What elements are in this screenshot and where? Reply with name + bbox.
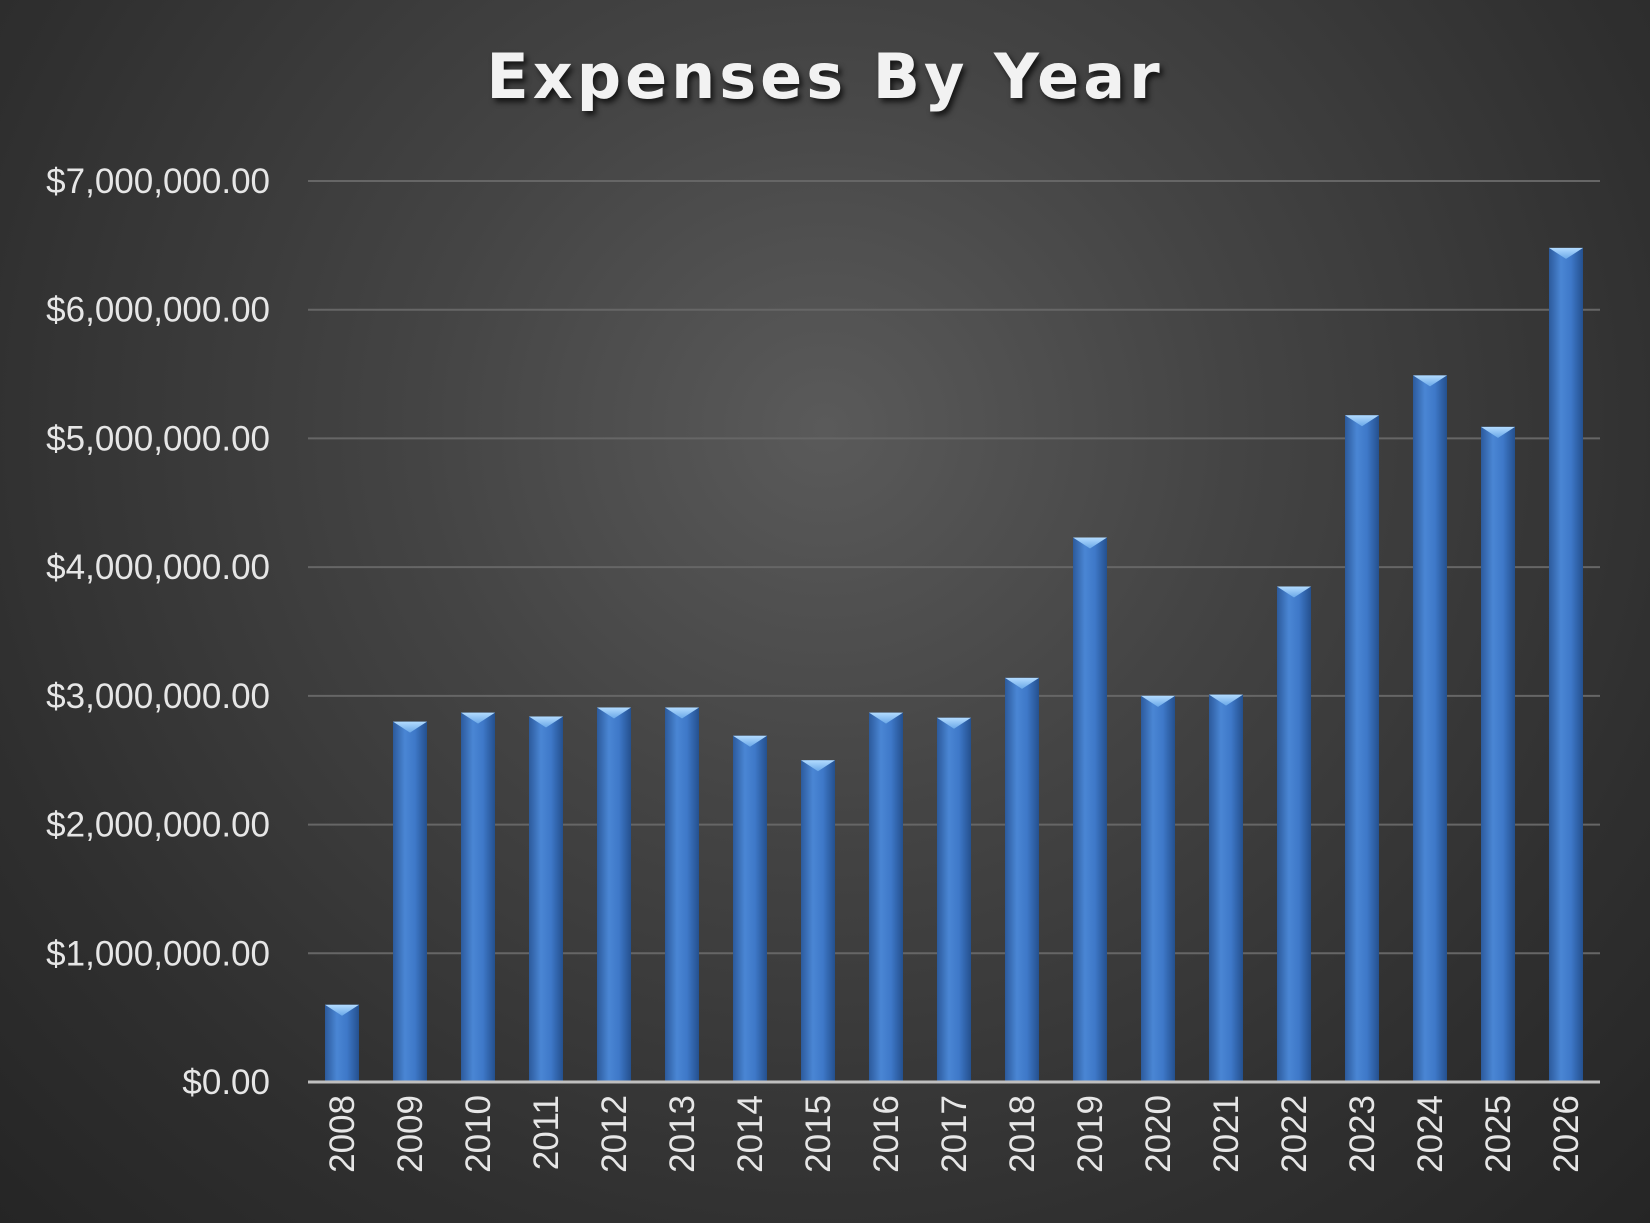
y-tick-label: $2,000,000.00: [46, 806, 270, 845]
bar-body: [869, 712, 903, 1082]
bar-2008: [325, 1004, 359, 1082]
bar-cap: [1549, 247, 1583, 259]
bar-body: [1073, 537, 1107, 1082]
bars: [325, 247, 1583, 1083]
bar-cap: [461, 712, 495, 724]
x-tick-label: 2022: [1275, 1095, 1314, 1173]
bar-body: [801, 760, 835, 1082]
x-tick-label: 2012: [595, 1095, 634, 1173]
bar-2018: [1005, 677, 1039, 1082]
bar-body: [733, 735, 767, 1082]
bar-body: [665, 707, 699, 1082]
x-tick-label: 2023: [1343, 1095, 1382, 1173]
x-tick-label: 2018: [1003, 1095, 1042, 1173]
bar-body: [1413, 375, 1447, 1082]
x-axis-tick-labels: 2008 2009 2010 2011 2012 2013 2014 2015 2016 2017…: [323, 1095, 1586, 1173]
bar-cap: [1209, 694, 1243, 706]
x-tick-label: 2010: [459, 1095, 498, 1173]
bar-2013: [665, 707, 699, 1082]
bar-cap: [665, 707, 699, 719]
bar-2016: [869, 712, 903, 1082]
bar-cap: [393, 721, 427, 733]
bar-cap: [1277, 586, 1311, 598]
bar-body: [1345, 415, 1379, 1082]
bar-2020: [1141, 695, 1175, 1082]
y-tick-label: $1,000,000.00: [46, 934, 270, 973]
bar-body: [1277, 586, 1311, 1082]
x-tick-label: 2013: [663, 1095, 702, 1173]
bar-body: [393, 721, 427, 1082]
bar-cap: [529, 716, 563, 728]
bar-body: [1549, 247, 1583, 1083]
x-tick-label: 2025: [1479, 1095, 1518, 1173]
bar-2012: [597, 707, 631, 1082]
bar-2010: [461, 712, 495, 1082]
bar-cap: [1141, 695, 1175, 707]
bar-cap: [325, 1004, 359, 1016]
x-tick-label: 2021: [1207, 1095, 1246, 1173]
bar-2021: [1209, 694, 1243, 1082]
x-tick-label: 2016: [867, 1095, 906, 1173]
bar-body: [1209, 694, 1243, 1082]
x-tick-label: 2015: [799, 1095, 838, 1173]
y-tick-label: $6,000,000.00: [46, 291, 270, 330]
bar-body: [597, 707, 631, 1082]
bar-cap: [1005, 677, 1039, 689]
bar-body: [1481, 426, 1515, 1082]
bar-cap: [869, 712, 903, 724]
bar-2019: [1073, 537, 1107, 1082]
x-tick-label: 2017: [935, 1095, 974, 1173]
x-tick-label: 2019: [1071, 1095, 1110, 1173]
x-tick-label: 2026: [1547, 1095, 1586, 1173]
bar-body: [1005, 677, 1039, 1082]
y-tick-label: $7,000,000.00: [46, 162, 270, 201]
y-tick-label: $3,000,000.00: [46, 677, 270, 716]
chart-title: Expenses By Year: [486, 40, 1164, 113]
bar-2022: [1277, 586, 1311, 1082]
bar-body: [937, 717, 971, 1082]
bar-cap: [597, 707, 631, 719]
y-tick-label: $4,000,000.00: [46, 548, 270, 587]
y-axis-tick-labels: $0.00 $1,000,000.00 $2,000,000.00 $3,000,00…: [46, 162, 270, 1102]
bar-2014: [733, 735, 767, 1082]
bar-2011: [529, 716, 563, 1082]
bar-cap: [937, 717, 971, 729]
bar-2009: [393, 721, 427, 1082]
bar-body: [1141, 695, 1175, 1082]
x-tick-label: 2009: [391, 1095, 430, 1173]
y-tick-label: $5,000,000.00: [46, 419, 270, 458]
bar-2015: [801, 760, 835, 1082]
x-tick-label: 2011: [527, 1095, 566, 1170]
x-tick-label: 2024: [1411, 1095, 1450, 1173]
x-tick-label: 2008: [323, 1095, 362, 1173]
bar-2017: [937, 717, 971, 1082]
bar-body: [461, 712, 495, 1082]
bar-cap: [1345, 415, 1379, 427]
bar-cap: [1481, 426, 1515, 438]
bar-2025: [1481, 426, 1515, 1082]
x-tick-label: 2020: [1139, 1095, 1178, 1173]
bar-cap: [801, 760, 835, 772]
bar-cap: [1073, 537, 1107, 549]
bar-body: [325, 1004, 359, 1082]
bar-2023: [1345, 415, 1379, 1082]
bar-2024: [1413, 375, 1447, 1082]
bar-cap: [1413, 375, 1447, 387]
x-tick-label: 2014: [731, 1095, 770, 1173]
bar-body: [529, 716, 563, 1082]
bar-2026: [1549, 247, 1583, 1083]
y-tick-label: $0.00: [182, 1063, 270, 1102]
bar-cap: [733, 735, 767, 747]
